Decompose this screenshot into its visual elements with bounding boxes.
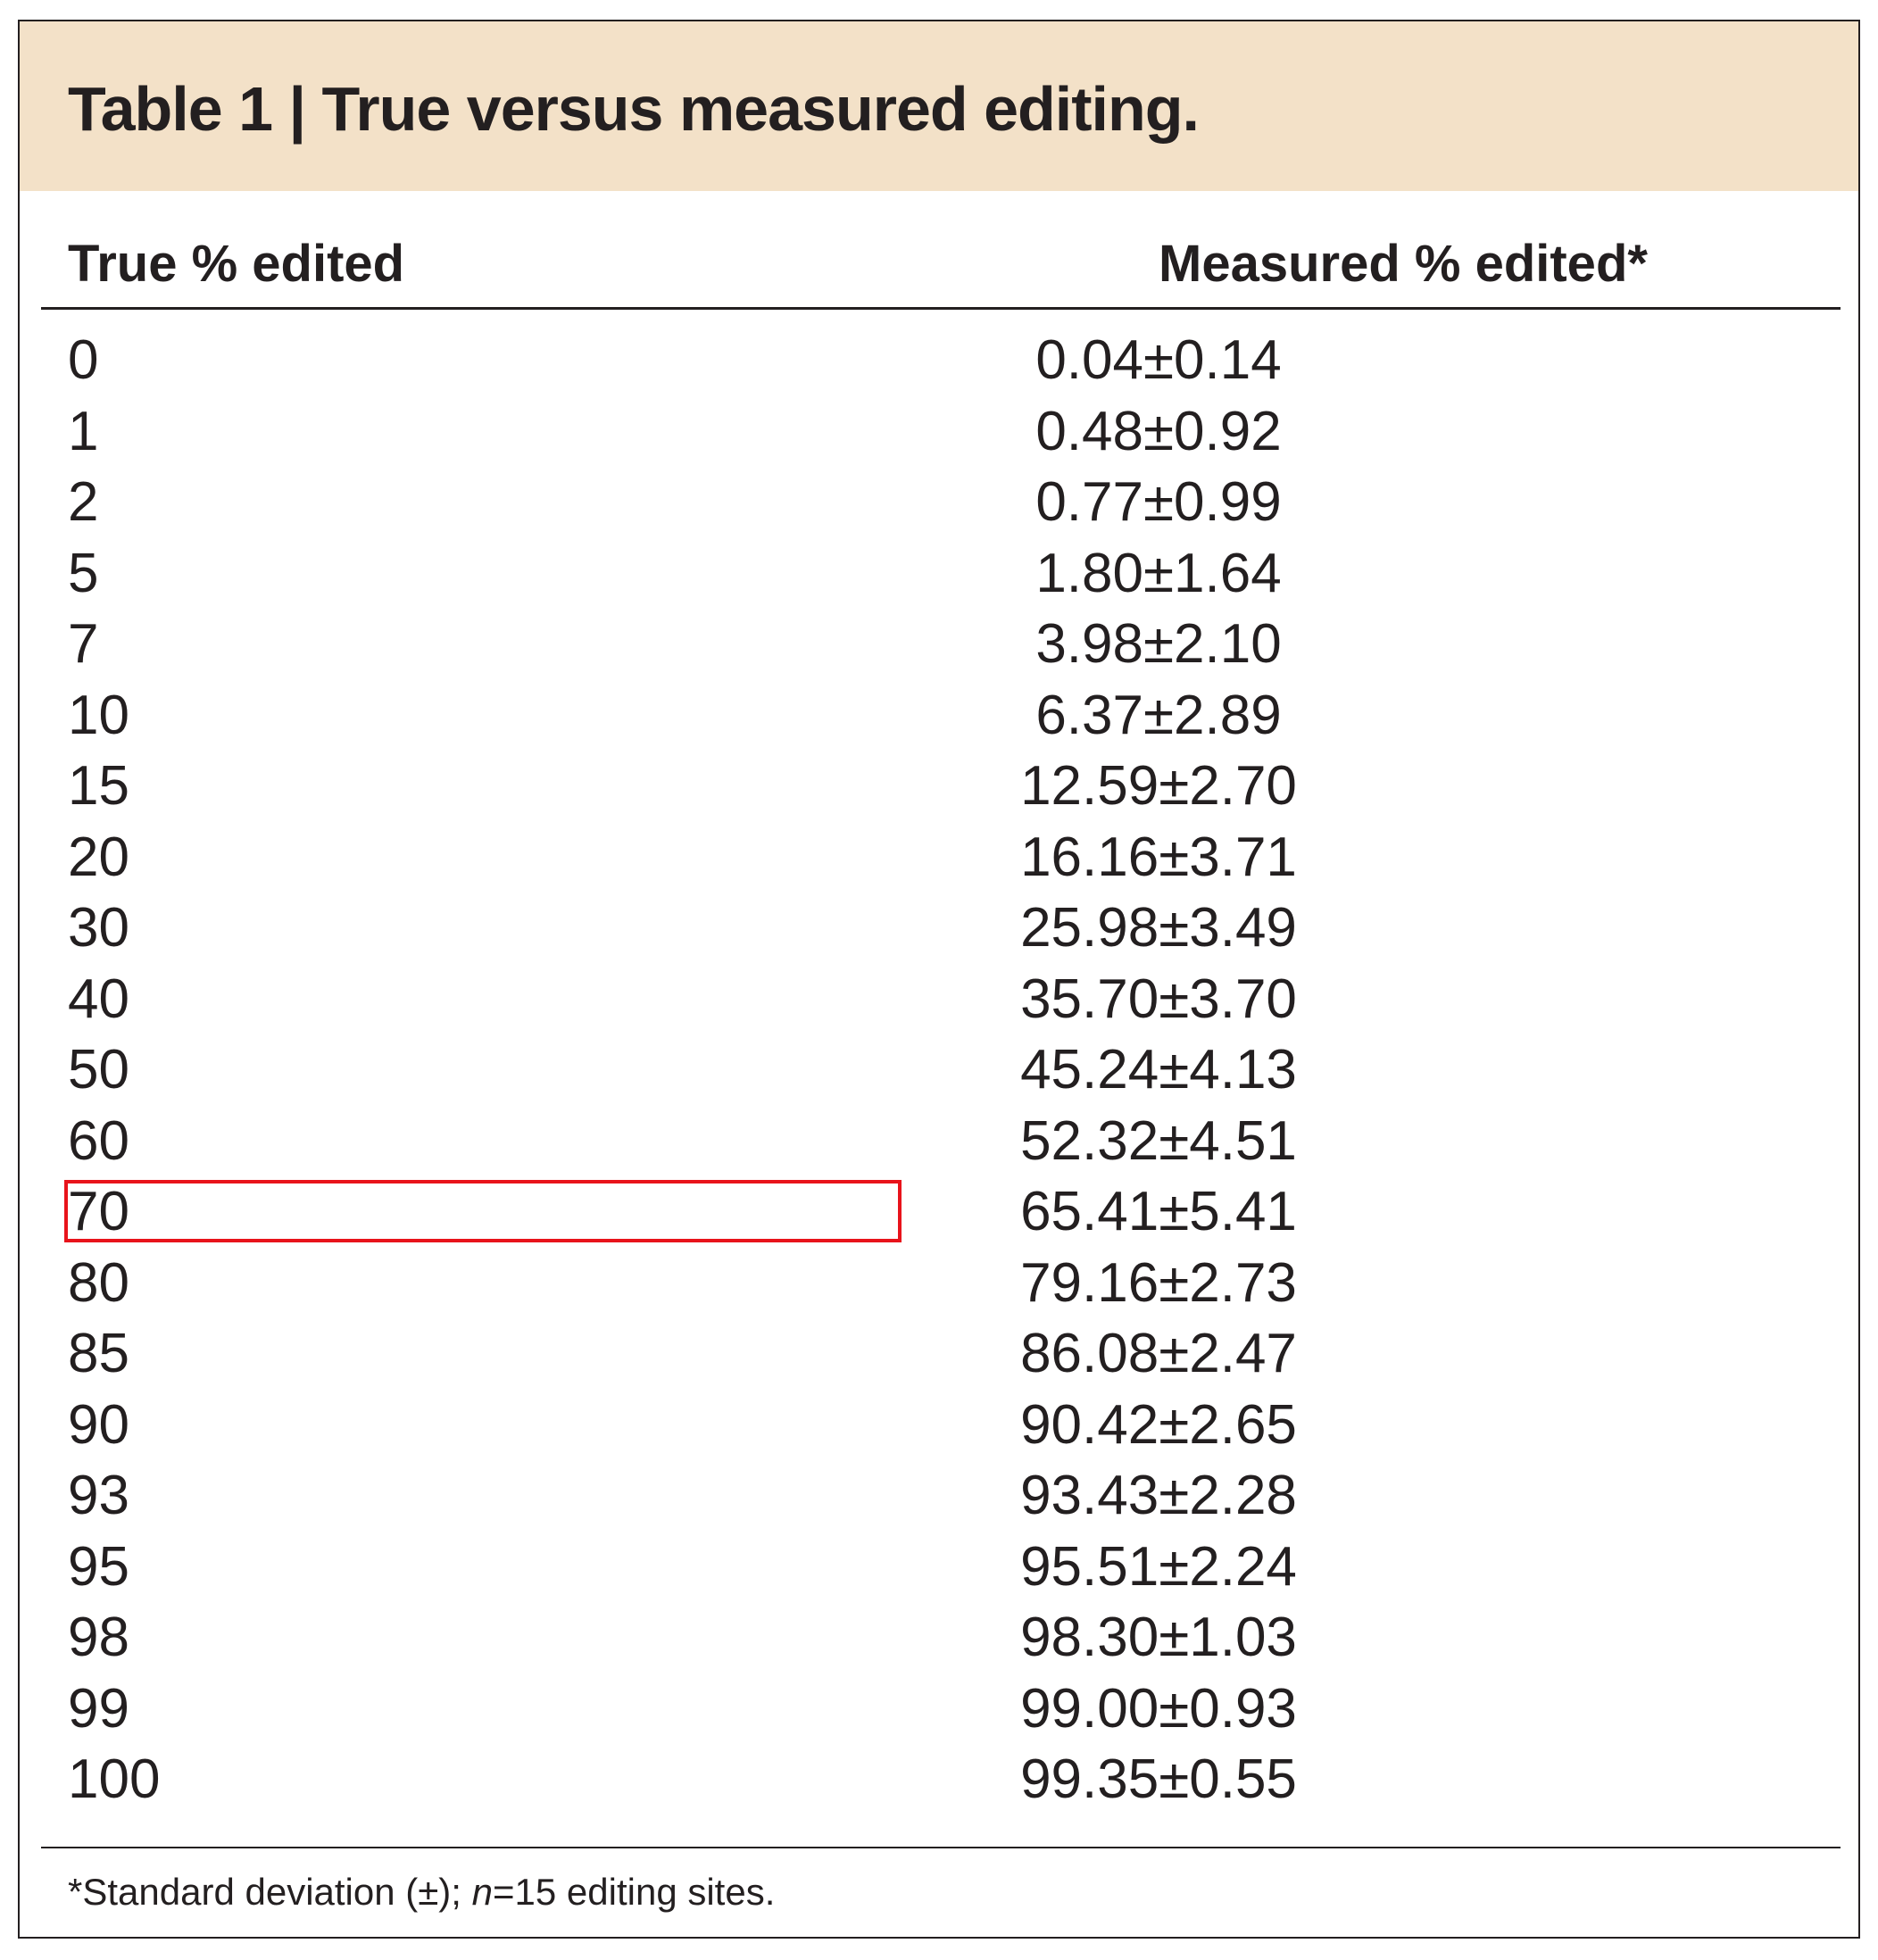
measured-percent-cell: 3.98±2.10: [1035, 613, 1282, 675]
measured-percent-cell: 86.08±2.47: [1020, 1323, 1297, 1384]
true-percent-cell: 2: [68, 471, 99, 533]
measured-percent-cell: 90.42±2.65: [1020, 1393, 1297, 1456]
table-row: 93 93.43±2.28: [20, 1460, 1858, 1532]
measured-percent-cell: 99.35±0.55: [1020, 1748, 1297, 1810]
table-row: 2 0.77±0.99: [20, 467, 1858, 538]
measured-percent-cell: 0.04±0.14: [1035, 329, 1282, 391]
true-percent-cell: 1: [68, 400, 99, 462]
table-row: 30 25.98±3.49: [20, 893, 1858, 964]
true-percent-cell: 100: [68, 1748, 161, 1810]
measured-percent-cell: 1.80±1.64: [1035, 542, 1282, 604]
table-row: 15 12.59±2.70: [20, 751, 1858, 822]
true-percent-cell: 10: [68, 684, 129, 746]
table-row: 0 0.04±0.14: [20, 325, 1858, 396]
measured-percent-cell: 93.43±2.28: [1020, 1465, 1297, 1526]
measured-percent-cell: 52.32±4.51: [1020, 1109, 1297, 1172]
measured-percent-cell: 16.16±3.71: [1020, 826, 1297, 888]
true-percent-cell: 93: [68, 1465, 129, 1526]
measured-percent-cell: 25.98±3.49: [1020, 897, 1297, 959]
table-row: 5 1.80±1.64: [20, 538, 1858, 610]
measured-percent-cell: 6.37±2.89: [1035, 684, 1282, 746]
table-row: 98 98.30±1.03: [20, 1602, 1858, 1673]
measured-percent-cell: 12.59±2.70: [1020, 755, 1297, 817]
measured-percent-cell: 79.16±2.73: [1020, 1251, 1297, 1314]
true-percent-cell: 0: [68, 329, 99, 391]
table-row: 85 86.08±2.47: [20, 1318, 1858, 1390]
measured-percent-cell: 99.00±0.93: [1020, 1677, 1297, 1740]
table-row: 40 35.70±3.70: [20, 964, 1858, 1035]
true-percent-cell: 85: [68, 1323, 129, 1384]
true-percent-cell: 98: [68, 1607, 129, 1668]
measured-percent-cell: 98.30±1.03: [1020, 1607, 1297, 1668]
table-row: 50 45.24±4.13: [20, 1034, 1858, 1106]
table-row-highlighted: 70 65.41±5.41: [20, 1176, 1858, 1248]
table-row: 7 3.98±2.10: [20, 609, 1858, 680]
true-percent-cell: 20: [68, 826, 129, 888]
table-frame: Table 1 | True versus measured editing. …: [18, 20, 1860, 1939]
measured-percent-cell: 0.77±0.99: [1035, 471, 1282, 533]
true-percent-cell: 40: [68, 968, 129, 1030]
header-rule: [41, 307, 1841, 310]
table-row: 99 99.00±0.93: [20, 1673, 1858, 1745]
table-row: 20 16.16±3.71: [20, 822, 1858, 893]
true-percent-cell: 50: [68, 1039, 129, 1100]
table-row: 1 0.48±0.92: [20, 396, 1858, 468]
true-percent-cell: 5: [68, 542, 99, 604]
true-percent-cell: 90: [68, 1393, 129, 1456]
true-percent-cell: 7: [68, 613, 99, 675]
true-percent-cell: 95: [68, 1535, 129, 1598]
footnote: *Standard deviation (±); n=15 editing si…: [68, 1871, 775, 1914]
true-percent-cell: 30: [68, 897, 129, 959]
true-percent-cell: 60: [68, 1109, 129, 1172]
table-row: 10 6.37±2.89: [20, 680, 1858, 752]
table-row: 95 95.51±2.24: [20, 1532, 1858, 1603]
table-row: 80 79.16±2.73: [20, 1248, 1858, 1319]
footnote-n-symbol: n: [471, 1871, 493, 1913]
measured-percent-cell: 95.51±2.24: [1020, 1535, 1297, 1598]
true-percent-cell: 70: [64, 1176, 902, 1248]
footer-rule: [41, 1847, 1841, 1848]
column-header-true: True % edited: [68, 235, 405, 293]
table-row: 100 99.35±0.55: [20, 1744, 1858, 1815]
measured-percent-cell: 35.70±3.70: [1020, 968, 1297, 1030]
measured-percent-cell: 45.24±4.13: [1020, 1039, 1297, 1100]
true-percent-cell: 15: [68, 755, 129, 817]
true-percent-cell: 80: [68, 1251, 129, 1314]
measured-percent-cell: 0.48±0.92: [1035, 400, 1282, 462]
title-band: Table 1 | True versus measured editing.: [20, 21, 1858, 191]
table-row: 90 90.42±2.65: [20, 1390, 1858, 1461]
measured-percent-cell: 65.41±5.41: [1020, 1181, 1297, 1242]
table-title: Table 1 | True versus measured editing.: [68, 74, 1200, 144]
table-body: 0 0.04±0.14 1 0.48±0.92 2 0.77±0.99 5 1.80±1.64…: [20, 325, 1858, 1815]
footnote-prefix: *Standard deviation (±);: [68, 1871, 472, 1913]
true-percent-cell: 99: [68, 1677, 129, 1740]
column-header-measured-label: Measured % edited*: [1159, 235, 1648, 293]
table-row: 60 52.32±4.51: [20, 1106, 1858, 1177]
footnote-suffix: =15 editing sites.: [493, 1871, 776, 1913]
